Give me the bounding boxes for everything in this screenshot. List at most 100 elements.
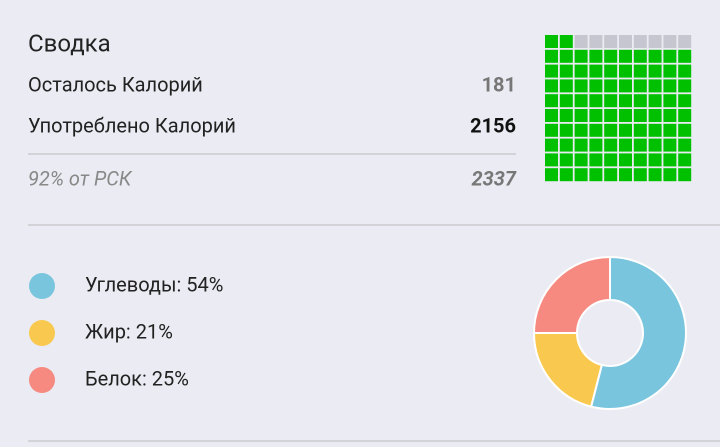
waffle-cell-filled xyxy=(559,109,573,122)
waffle-cell-filled xyxy=(648,153,662,167)
waffle-cell-filled xyxy=(545,153,558,167)
waffle-cell-filled xyxy=(663,168,677,182)
waffle-cell-filled xyxy=(619,64,632,78)
waffle-cell-filled xyxy=(604,94,618,108)
waffle-cell-filled xyxy=(545,138,558,152)
waffle-cell-filled xyxy=(663,49,677,63)
waffle-cell-empty xyxy=(648,35,662,48)
waffle-cell-filled xyxy=(559,35,573,48)
waffle-cell-filled xyxy=(604,64,618,78)
row-label: Осталось Калорий xyxy=(28,72,203,96)
waffle-cell-filled xyxy=(604,79,618,93)
waffle-cell-filled xyxy=(574,94,588,108)
waffle-cell-filled xyxy=(604,168,618,182)
waffle-cell-filled xyxy=(559,138,573,152)
waffle-cell-empty xyxy=(678,35,692,48)
donut xyxy=(532,255,687,410)
row-value: 2156 xyxy=(470,113,516,137)
waffle-cell-empty xyxy=(604,35,618,48)
donut-slice xyxy=(589,255,687,410)
legend: Углеводы: 54% Жир: 21% Белок: 25% xyxy=(29,272,223,393)
waffle-cell-filled xyxy=(604,109,618,122)
legend-swatch xyxy=(29,320,55,346)
waffle-cell-filled xyxy=(545,109,558,122)
waffle-cell-filled xyxy=(559,49,573,63)
waffle-cell-empty xyxy=(663,35,677,48)
waffle-cell-filled xyxy=(574,64,588,78)
waffle-cell-filled xyxy=(619,109,632,122)
waffle-cell-filled xyxy=(545,79,558,93)
waffle-cell-filled xyxy=(633,123,647,137)
waffle-cell-filled xyxy=(589,168,603,182)
waffle-cell-filled xyxy=(619,49,632,63)
waffle-cell-filled xyxy=(633,168,647,182)
donut-slice xyxy=(532,332,604,408)
waffle-cell-filled xyxy=(633,64,647,78)
waffle-cell-filled xyxy=(574,123,588,137)
waffle-cell-filled xyxy=(559,64,573,78)
waffle-cell-filled xyxy=(604,49,618,63)
waffle xyxy=(545,35,692,182)
waffle-cell-filled xyxy=(589,94,603,108)
waffle-cell-filled xyxy=(648,168,662,182)
waffle-cell-filled xyxy=(678,94,692,108)
waffle-cell-filled xyxy=(678,79,692,93)
waffle-cell-filled xyxy=(619,123,632,137)
waffle-cell-filled xyxy=(633,94,647,108)
waffle-cell-empty xyxy=(589,35,603,48)
waffle-cell-filled xyxy=(619,138,632,152)
legend-label: Углеводы: 54% xyxy=(85,272,223,296)
waffle-cell-filled xyxy=(559,94,573,108)
waffle-cell-filled xyxy=(604,153,618,167)
waffle-cell-filled xyxy=(648,123,662,137)
waffle-cell-filled xyxy=(633,49,647,63)
waffle-cell-filled xyxy=(589,123,603,137)
waffle-cell-filled xyxy=(663,94,677,108)
waffle-cell-filled xyxy=(678,64,692,78)
waffle-cell-filled xyxy=(648,109,662,122)
waffle-cell-filled xyxy=(545,49,558,63)
waffle-cell-filled xyxy=(648,138,662,152)
waffle-cell-filled xyxy=(545,94,558,108)
legend-swatch xyxy=(29,273,55,299)
waffle-cell-filled xyxy=(678,138,692,152)
waffle-cell-filled xyxy=(574,168,588,182)
footer-value: 2337 xyxy=(471,166,516,190)
waffle-cell-filled xyxy=(545,123,558,137)
legend-label: Жир: 21% xyxy=(85,319,173,343)
footer-label: 92% от РСК xyxy=(28,166,133,190)
waffle-cell-filled xyxy=(663,153,677,167)
waffle-cell-filled xyxy=(619,168,632,182)
waffle-cell-filled xyxy=(648,94,662,108)
waffle-cell-filled xyxy=(574,79,588,93)
waffle-cell-filled xyxy=(589,109,603,122)
waffle-cell-filled xyxy=(633,109,647,122)
waffle-cell-filled xyxy=(619,94,632,108)
waffle-cell-filled xyxy=(589,49,603,63)
waffle-cell-filled xyxy=(678,123,692,137)
donut-slice xyxy=(532,255,611,334)
waffle-cell-filled xyxy=(545,35,558,48)
waffle-cell-filled xyxy=(559,123,573,137)
waffle-cell-empty xyxy=(619,35,632,48)
waffle-cell-filled xyxy=(678,49,692,63)
summary-title: Сводка xyxy=(28,29,111,57)
waffle-cell-filled xyxy=(574,138,588,152)
waffle-cell-filled xyxy=(559,79,573,93)
waffle-cell-filled xyxy=(589,64,603,78)
waffle-cell-filled xyxy=(589,79,603,93)
waffle-cell-filled xyxy=(663,79,677,93)
waffle-cell-filled xyxy=(604,123,618,137)
waffle-cell-filled xyxy=(678,168,692,182)
row-value: 181 xyxy=(482,72,516,96)
waffle-cell-filled xyxy=(545,168,558,182)
waffle-cell-filled xyxy=(574,49,588,63)
waffle-cell-filled xyxy=(619,153,632,167)
waffle-cell-filled xyxy=(663,109,677,122)
waffle-cell-filled xyxy=(559,168,573,182)
waffle-cell-filled xyxy=(574,153,588,167)
waffle-cell-filled xyxy=(589,138,603,152)
waffle-cell-filled xyxy=(678,153,692,167)
waffle-cell-filled xyxy=(619,79,632,93)
